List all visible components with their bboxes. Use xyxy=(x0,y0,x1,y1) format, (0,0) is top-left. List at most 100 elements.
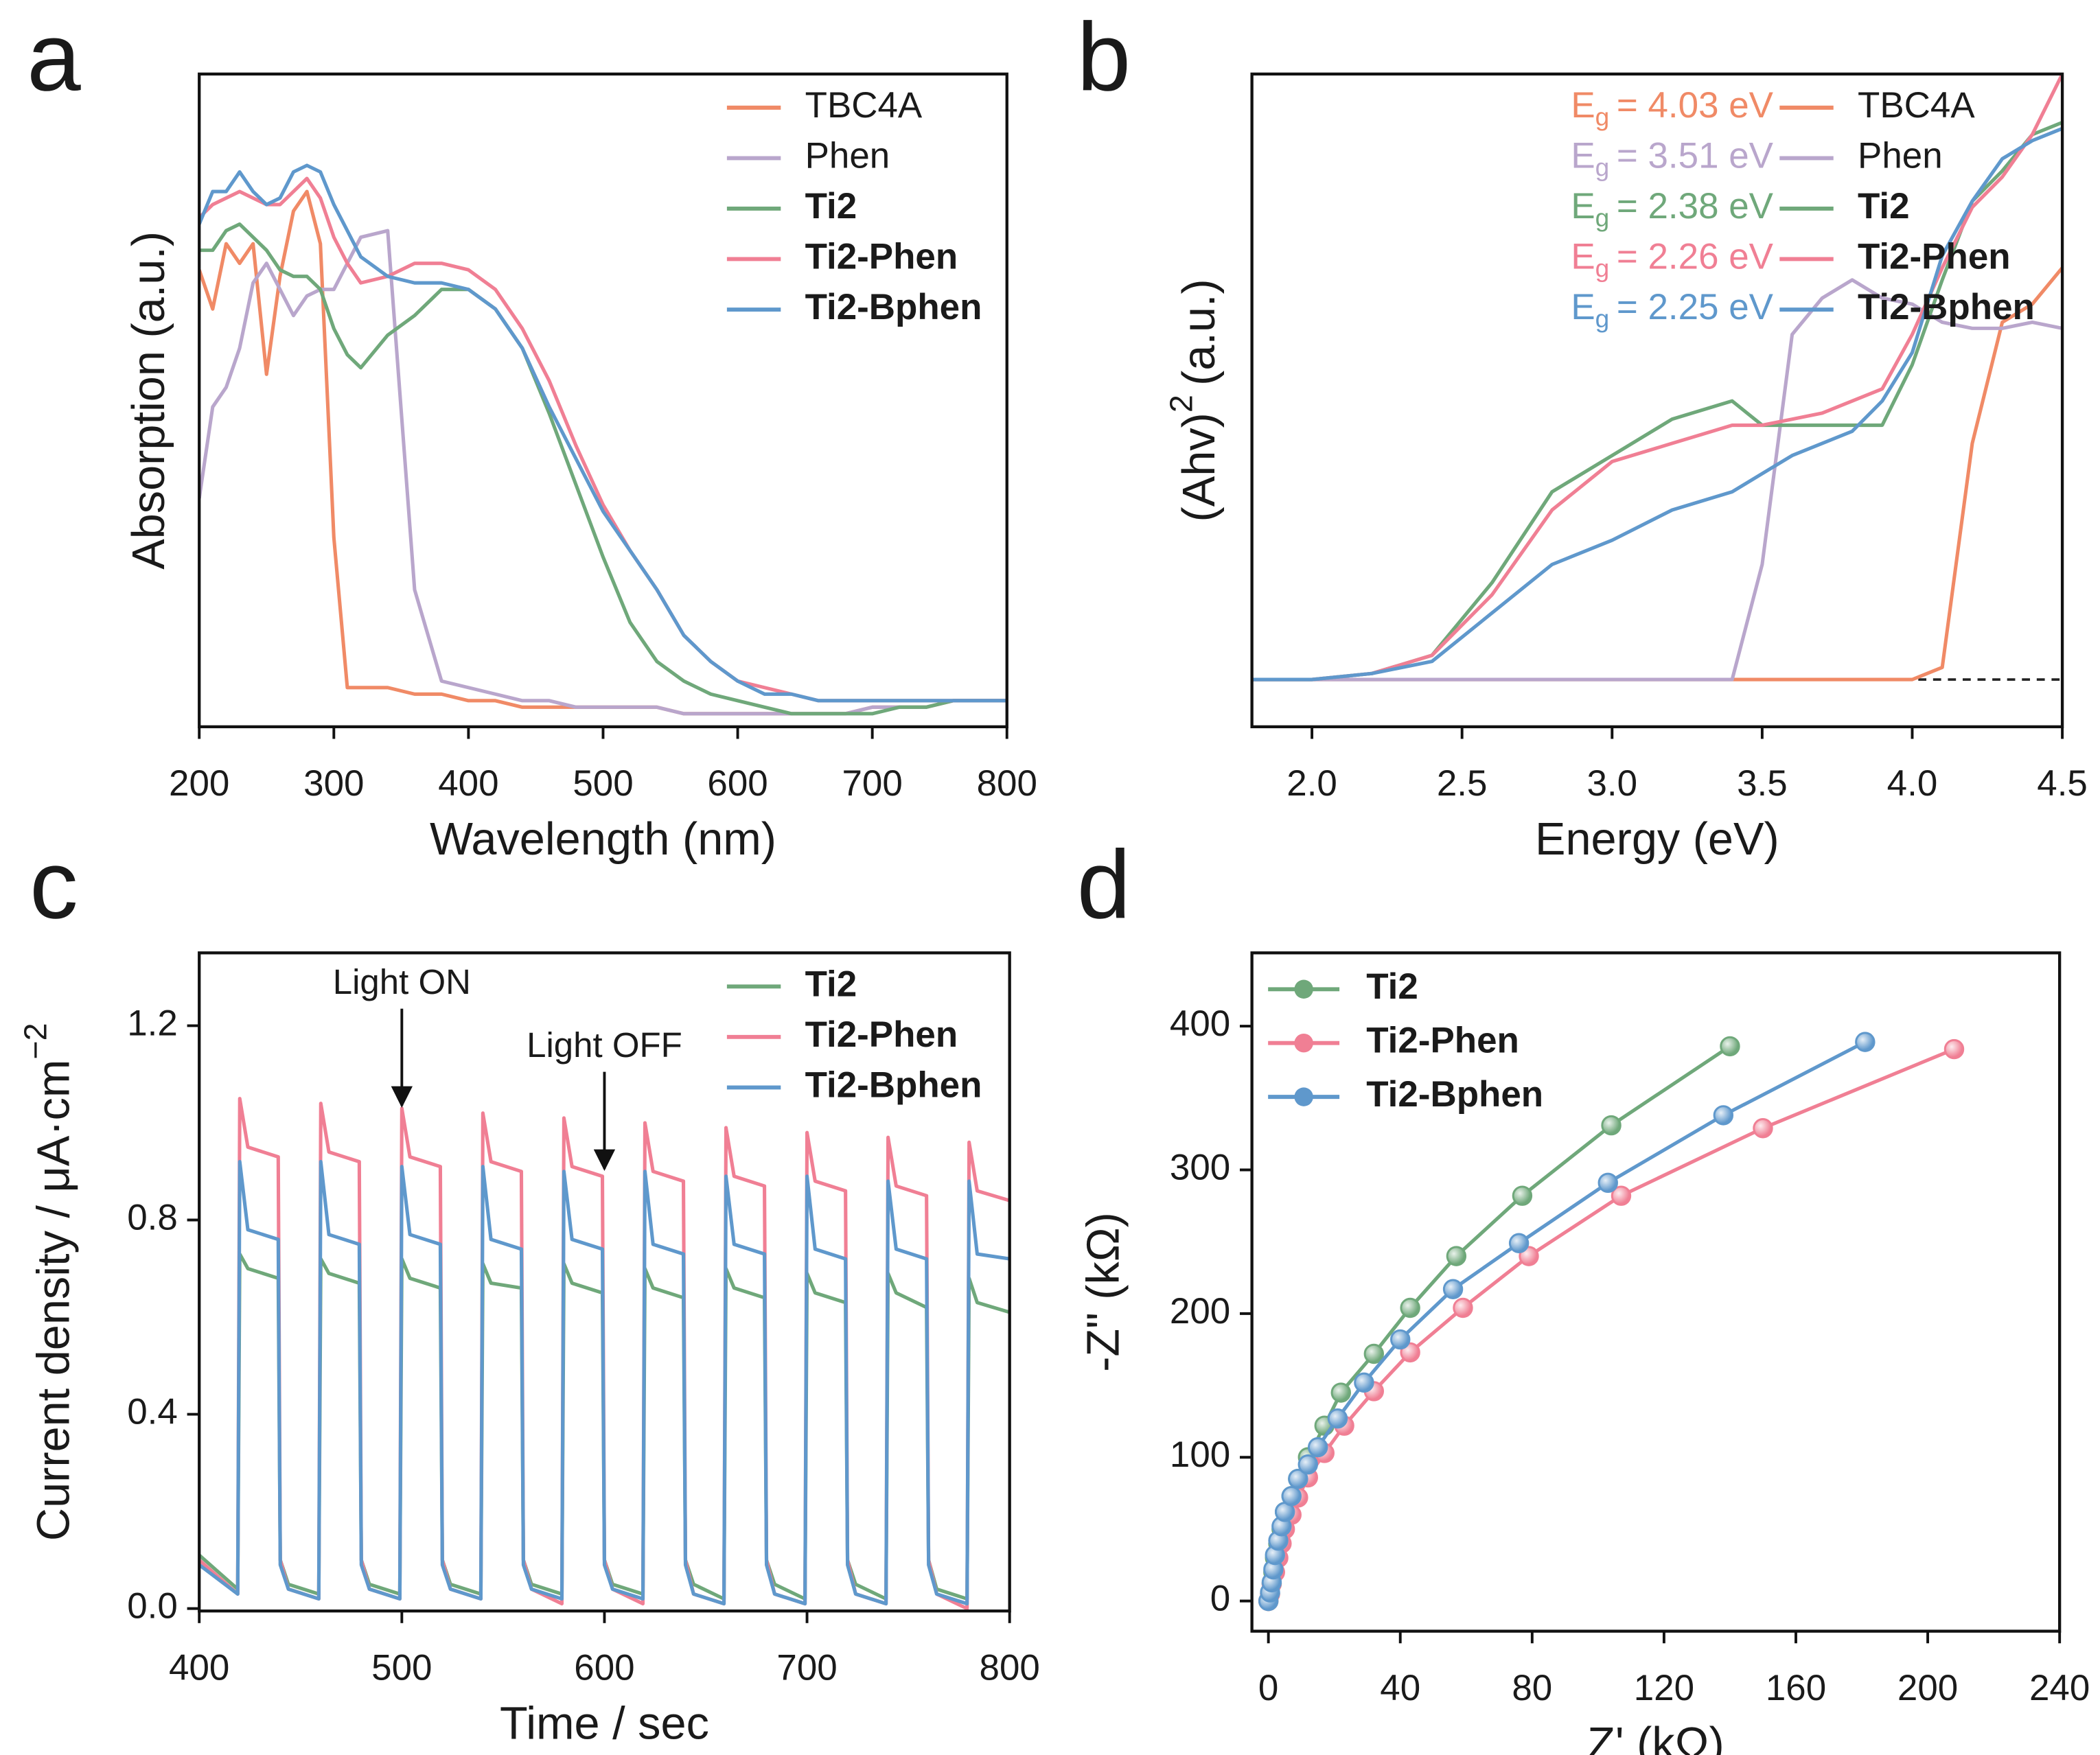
legend-marker xyxy=(1294,979,1313,999)
annotation-main: E xyxy=(1571,287,1595,327)
data-point-shine xyxy=(1946,1041,1963,1058)
data-point-shine xyxy=(1276,1504,1293,1520)
series-line xyxy=(1251,266,2063,682)
annotation: Eg = 2.38 eV xyxy=(1571,186,1773,232)
plot-frame xyxy=(1250,951,2062,1633)
annotation-subscript: g xyxy=(1595,203,1610,232)
annotation-suffix: = 4.03 eV xyxy=(1617,85,1774,126)
annotation-main: E xyxy=(1571,135,1595,176)
y-tick-label: 100 xyxy=(1170,1434,1230,1475)
x-tick-label: 700 xyxy=(842,763,902,804)
legend-label: Ti2 xyxy=(1858,186,1910,226)
data-point-shine xyxy=(1267,1546,1284,1564)
data-point-shine xyxy=(1309,1439,1326,1456)
annotation: Eg = 2.26 eV xyxy=(1571,236,1773,282)
x-tick-label: 2.5 xyxy=(1437,763,1488,804)
annotation: Eg = 3.51 eV xyxy=(1571,135,1773,181)
x-tick-label: 500 xyxy=(573,763,633,804)
data-point-shine xyxy=(1444,1281,1462,1298)
annotation: Eg = 4.03 eV xyxy=(1571,85,1773,131)
panel: a 200 300 400 500 600 700 800 Wavelength (nm) TBC… xyxy=(27,2,1037,865)
series-line xyxy=(1251,278,2063,682)
plot-area xyxy=(1258,1032,1965,1612)
series-line xyxy=(1267,1045,1731,1602)
annotation: Eg = 2.25 eV xyxy=(1571,287,1773,333)
legend-label: Ti2-Phen xyxy=(805,236,958,277)
legend-label: TBC4A xyxy=(805,85,923,126)
legend-label: Ti2-Phen xyxy=(805,1014,958,1055)
x-tick-label: 500 xyxy=(371,1647,432,1688)
data-point-shine xyxy=(1857,1034,1873,1050)
x-tick-label: 0 xyxy=(1258,1668,1278,1708)
x-tick-label: 300 xyxy=(303,763,364,804)
y-axis-title-superscript: 2 xyxy=(1164,395,1199,412)
plot-area xyxy=(199,163,1007,716)
data-point-shine xyxy=(1273,1518,1290,1535)
data-point-shine xyxy=(1270,1532,1286,1549)
annotation-main: E xyxy=(1571,85,1595,126)
legend-label: TBC4A xyxy=(1858,85,1975,126)
panel: b 2.0 2.5 3.0 3.5 4.0 4.5 Energy (eV) TBC4A Phen T… xyxy=(1077,2,2088,865)
legend-label: Ti2-Phen xyxy=(1858,236,2011,277)
panel-label: c xyxy=(30,830,78,938)
y-axis-title: Current density / μA·cm−2 xyxy=(18,1023,79,1541)
x-tick-label: 400 xyxy=(438,763,498,804)
y-tick-label: 200 xyxy=(1170,1291,1230,1332)
x-tick-label: 120 xyxy=(1634,1668,1694,1708)
data-point-shine xyxy=(1332,1384,1350,1401)
annotation-suffix: = 2.26 eV xyxy=(1617,236,1774,277)
legend-marker xyxy=(1294,1087,1313,1106)
y-tick-label: 400 xyxy=(1170,1003,1230,1044)
data-point-shine xyxy=(1613,1187,1630,1204)
data-point-shine xyxy=(1356,1374,1372,1391)
annotation-main: E xyxy=(1571,186,1595,226)
y-axis-title-main: Current density / μA·cm xyxy=(28,1060,79,1541)
x-axis-title: Time / sec xyxy=(500,1698,709,1749)
y-tick-label: 0.4 xyxy=(127,1392,178,1432)
legend-label: Ti2 xyxy=(805,964,857,1004)
data-point-shine xyxy=(1521,1248,1537,1264)
annotation-subscript: g xyxy=(1595,152,1610,181)
x-tick-label: 3.0 xyxy=(1586,763,1637,804)
plot-area xyxy=(1251,73,2063,682)
x-axis-title: Wavelength (nm) xyxy=(430,814,776,865)
legend-label: Ti2 xyxy=(1366,966,1418,1007)
data-point-shine xyxy=(1510,1235,1527,1252)
data-point-shine xyxy=(1715,1107,1732,1124)
x-tick-label: 400 xyxy=(169,1647,229,1688)
data-point-shine xyxy=(1290,1470,1306,1487)
legend-label: Ti2-Phen xyxy=(1366,1021,1519,1061)
x-tick-label: 2.0 xyxy=(1286,763,1337,804)
annotation-suffix: = 2.38 eV xyxy=(1617,186,1774,226)
plot-frame xyxy=(198,951,1011,1613)
data-point-shine xyxy=(1329,1410,1346,1427)
x-tick-label: 240 xyxy=(2029,1668,2090,1708)
panel-label: a xyxy=(27,2,81,111)
y-tick-label: 300 xyxy=(1170,1147,1230,1187)
panel: c 400 500 600 700 800 0.0 0.4 0.8 1.2 Time / sec Ti… xyxy=(30,830,1040,1749)
series-line xyxy=(1251,73,2063,682)
y-tick-label: 0.8 xyxy=(127,1198,178,1238)
x-tick-label: 700 xyxy=(776,1647,837,1688)
annotation-suffix: = 3.51 eV xyxy=(1617,135,1774,176)
panel-label: d xyxy=(1077,830,1131,938)
series-line xyxy=(199,1160,1010,1606)
y-tick-label: 1.2 xyxy=(127,1003,178,1043)
data-point-shine xyxy=(1300,1456,1317,1473)
data-point-shine xyxy=(1392,1331,1409,1348)
annotation-subscript: g xyxy=(1595,253,1610,282)
plot-area xyxy=(199,1097,1010,1611)
legend-label: Ti2-Bphen xyxy=(1858,287,2035,327)
x-tick-label: 40 xyxy=(1380,1668,1420,1708)
data-point-shine xyxy=(1755,1119,1771,1137)
data-point-shine xyxy=(1722,1038,1738,1055)
series-line xyxy=(1267,1040,1867,1602)
annotation-subscript: g xyxy=(1595,102,1610,131)
x-tick-label: 3.5 xyxy=(1737,763,1788,804)
annotation-main: E xyxy=(1571,236,1595,277)
panel: d 0 40 80 120 160 200 240 0 100 200 300 400 Z' (kΩ) Ti… xyxy=(1077,830,2090,1755)
data-point-shine xyxy=(1514,1187,1531,1204)
data-point-shine xyxy=(1603,1117,1619,1134)
data-point-shine xyxy=(1402,1299,1418,1316)
data-point-shine xyxy=(1402,1344,1418,1361)
